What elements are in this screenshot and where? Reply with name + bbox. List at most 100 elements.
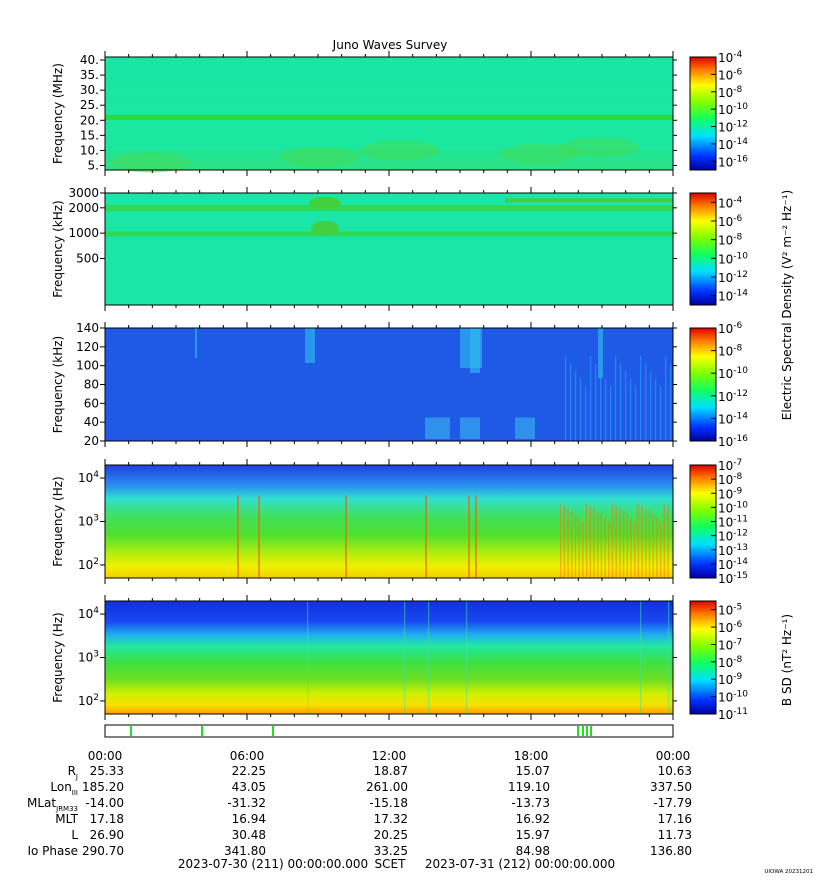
- y-axis-label: Frequency (kHz): [51, 200, 65, 297]
- emission-patch: [280, 146, 360, 167]
- emission-streak: [605, 378, 607, 441]
- colorbar-hfr: 10-4 10-6 10-8 10-10 10-12 10-14: [689, 192, 748, 306]
- emission-streak: [571, 510, 573, 578]
- colorbar-tick-label: 10-8: [718, 85, 743, 100]
- colorbar-tick-label: 10-8: [718, 472, 743, 487]
- emission-band: [105, 205, 673, 212]
- y-tick-label: 15.: [80, 128, 99, 142]
- panel-lfrhi: 20 40 60 80 100 120 140 Frequency (kHz): [51, 321, 677, 448]
- colorbar-tick-label: 10-6: [718, 214, 743, 229]
- panel-lfrlo: 102 103 104 Frequency (Hz): [51, 459, 677, 584]
- ephemeris-value: -31.32: [227, 796, 266, 810]
- emission-streak: [563, 506, 566, 578]
- emission-streak: [608, 521, 610, 578]
- emission-patch: [598, 328, 603, 378]
- availability-mark: [586, 726, 588, 736]
- availability-mark: [577, 726, 579, 736]
- spectrogram-bfield: [105, 601, 673, 714]
- colorbar-tick-label: 10-15: [718, 571, 748, 586]
- emission-streak: [589, 506, 591, 578]
- colorbar-gradient: [689, 600, 717, 715]
- colorbar-tick-label: 10-4: [718, 50, 743, 65]
- emission-streak: [425, 495, 427, 578]
- y-tick-label: 30.: [80, 83, 99, 97]
- y-tick-label: 60: [84, 396, 99, 410]
- y-tick-label: 104: [78, 606, 99, 621]
- emission-streak: [580, 378, 582, 441]
- emission-band: [105, 98, 673, 101]
- emission-patch: [560, 137, 640, 158]
- emission-streak: [645, 363, 647, 441]
- availability-mark: [582, 726, 584, 736]
- colorbar-tick-label: 10-10: [718, 102, 748, 117]
- time-range-end: 2023-07-31 (212) 00:00:00.000: [425, 857, 615, 871]
- panel-hfwbr: 5.10.15.20.25.30.35.40. Frequency (MHz): [51, 51, 677, 176]
- emission-streak: [656, 517, 658, 578]
- colorbar-tick-label: 10-10: [718, 366, 748, 381]
- y-tick-label: 102: [78, 693, 99, 708]
- colorbar-tick-label: 10-16: [718, 434, 748, 449]
- emission-streak: [475, 495, 477, 578]
- figure-title: Juno Waves Survey: [332, 38, 448, 52]
- ephemeris-row-label: LonIII: [50, 780, 78, 797]
- emission-streak: [652, 513, 654, 578]
- spectrogram-lfrhi: [105, 328, 673, 441]
- emission-streak: [597, 510, 599, 578]
- emission-streak: [600, 513, 603, 578]
- emission-streak: [630, 378, 632, 441]
- y-tick-label: 500: [76, 251, 99, 265]
- colorbar-tick-label: 10-9: [718, 486, 743, 501]
- y-tick-label: 20.: [80, 113, 99, 127]
- emission-streak: [595, 363, 597, 441]
- emission-streak: [570, 363, 572, 441]
- ephemeris-value: 261.00: [366, 780, 408, 794]
- colorbar-tick-label: 10-9: [718, 672, 743, 687]
- time-range-center: SCET: [375, 857, 407, 871]
- ephemeris-value: 17.32: [374, 812, 408, 826]
- emission-streak: [428, 601, 430, 714]
- colorbar-tick-label: 10-10: [718, 500, 748, 515]
- y-tick-label: 103: [78, 514, 99, 529]
- colorbar-tick-label: 10-13: [718, 543, 748, 558]
- ephemeris-value: 43.05: [232, 780, 266, 794]
- emission-streak: [404, 601, 406, 714]
- colorbar-tick-label: 10-8: [718, 344, 743, 359]
- ephemeris-value: 17.16: [658, 812, 692, 826]
- ephemeris-row-label: Io Phase: [27, 844, 78, 858]
- emission-streak: [620, 363, 622, 441]
- emission-streak: [637, 504, 640, 578]
- colorbar-tick-label: 10-10: [718, 251, 748, 266]
- y-tick-label: 140: [76, 321, 99, 335]
- emission-streak: [641, 506, 643, 578]
- emission-streak: [466, 601, 468, 714]
- emission-streak: [626, 513, 628, 578]
- y-tick-label: 40: [84, 415, 99, 429]
- emission-patch: [500, 143, 580, 164]
- ephemeris-value: 33.25: [374, 844, 408, 858]
- y-tick-label: 3000: [68, 186, 99, 200]
- y-tick-label: 103: [78, 650, 99, 665]
- time-range-start: 2023-07-30 (211) 00:00:00.000: [178, 857, 368, 871]
- emission-streak: [615, 506, 617, 578]
- y-tick-label: 100: [76, 359, 99, 373]
- emission-streak: [615, 356, 617, 441]
- panels: 5.10.15.20.25.30.35.40. Frequency (MHz) 50…: [51, 51, 677, 720]
- y-tick-label: 1000: [68, 226, 99, 240]
- colorbar-tick-label: 10-12: [718, 529, 748, 544]
- emission-patch: [195, 328, 197, 358]
- emission-streak: [668, 601, 670, 714]
- ephemeris-value: 185.20: [82, 780, 124, 794]
- emission-patch: [360, 140, 440, 161]
- emission-streak: [345, 495, 347, 578]
- ephemeris-value: 15.07: [516, 764, 550, 778]
- colorbar-gradient: [689, 327, 717, 442]
- colorbar-tick-label: 10-6: [718, 620, 743, 635]
- colorbar-bfield: 10-5 10-6 10-7 10-8 10-9 10-10 10-11: [689, 600, 748, 722]
- y-axis-label: Frequency (Hz): [51, 612, 65, 703]
- emission-streak: [655, 378, 657, 441]
- emission-patch: [425, 417, 450, 440]
- emission-streak: [622, 510, 625, 578]
- colorbar-tick-label: 10-12: [718, 389, 748, 404]
